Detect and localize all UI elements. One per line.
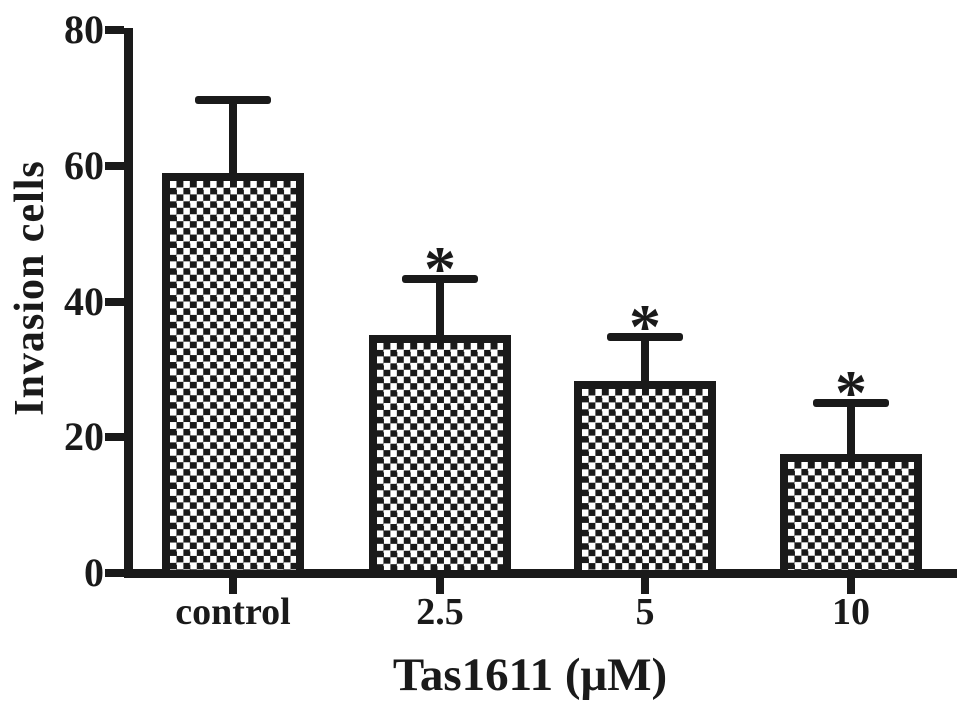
error-bar-stem [436,279,444,342]
error-bar-stem [641,336,649,387]
error-bar-cap [813,398,889,407]
significance-asterisk: * [835,356,867,428]
y-tick-mark [105,26,124,34]
bar-10 [780,453,922,578]
error-bar-cap [607,332,683,341]
x-axis-title: Tas1611 (μM) [392,649,668,701]
y-tick-mark [105,297,124,306]
x-tick-mark [436,578,444,594]
error-bar-stem [229,99,237,179]
significance-asterisk: * [629,290,661,362]
significance-asterisk: * [424,233,456,305]
error-bar-cap [402,275,478,284]
y-tick-mark [105,569,124,577]
y-tick-label: 0 [84,550,104,595]
y-tick-mark [105,433,124,442]
x-tick-mark [229,578,237,594]
x-tick-mark [847,578,855,594]
x-tick-mark [641,578,649,594]
bar-2.5 [369,335,511,578]
x-axis-line [124,569,957,578]
y-tick-label: 60 [64,142,104,188]
bar-control [162,172,304,578]
x-tick-label: 5 [635,591,655,633]
error-bar-cap [195,95,271,104]
y-tick-label: 80 [64,7,104,52]
y-tick-label: 40 [64,278,104,324]
bar-5 [574,380,716,578]
y-tick-mark [105,161,124,170]
x-tick-label: 2.5 [416,591,464,633]
y-tick-label: 20 [64,414,104,460]
error-bar-stem [847,402,855,460]
y-axis-line [124,28,133,578]
x-tick-label: control [175,591,291,633]
x-tick-label: 10 [832,591,870,633]
